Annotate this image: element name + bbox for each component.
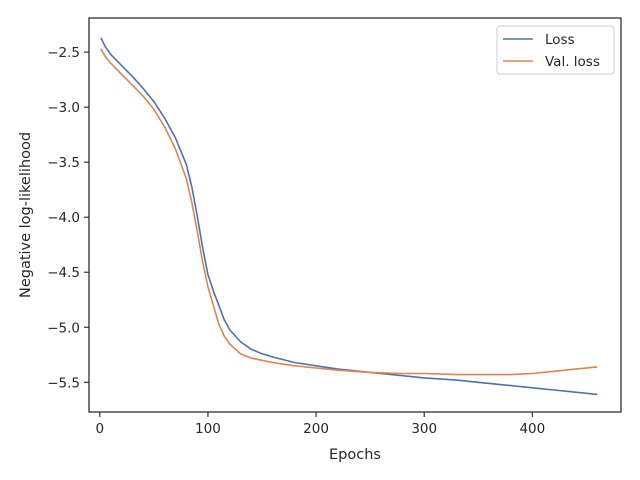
legend-box — [496, 25, 615, 75]
series-line-loss — [100, 37, 598, 396]
y-tick-label: −2.5 — [47, 45, 80, 61]
y-tick-label: −5.5 — [47, 375, 80, 391]
x-tick-label: 100 — [195, 421, 221, 437]
legend: Loss Val. loss — [496, 25, 615, 75]
y-tick-label: −3.0 — [47, 100, 80, 116]
y-tick-label: −3.5 — [47, 155, 80, 171]
y-tick-label: −4.5 — [47, 265, 80, 281]
y-tick-label: −5.0 — [47, 320, 80, 336]
y-tick-label: −4.0 — [47, 210, 80, 226]
legend-label-loss: Loss — [545, 32, 575, 48]
x-axis-ticks: 0 100 200 300 400 — [96, 412, 545, 437]
x-axis-label: Epochs — [329, 447, 381, 463]
series-line-val-loss — [100, 48, 598, 376]
legend-label-val-loss: Val. loss — [545, 54, 600, 70]
x-tick-label: 200 — [303, 421, 329, 437]
y-axis-ticks: −2.5 −3.0 −3.5 −4.0 −4.5 −5.0 −5.5 — [47, 45, 89, 391]
x-tick-label: 0 — [96, 421, 105, 437]
plot-frame — [88, 17, 622, 413]
x-tick-label: 300 — [411, 421, 437, 437]
plot-marks — [100, 37, 598, 396]
x-tick-label: 400 — [519, 421, 545, 437]
y-axis-label: Negative log-likelihood — [18, 132, 34, 298]
